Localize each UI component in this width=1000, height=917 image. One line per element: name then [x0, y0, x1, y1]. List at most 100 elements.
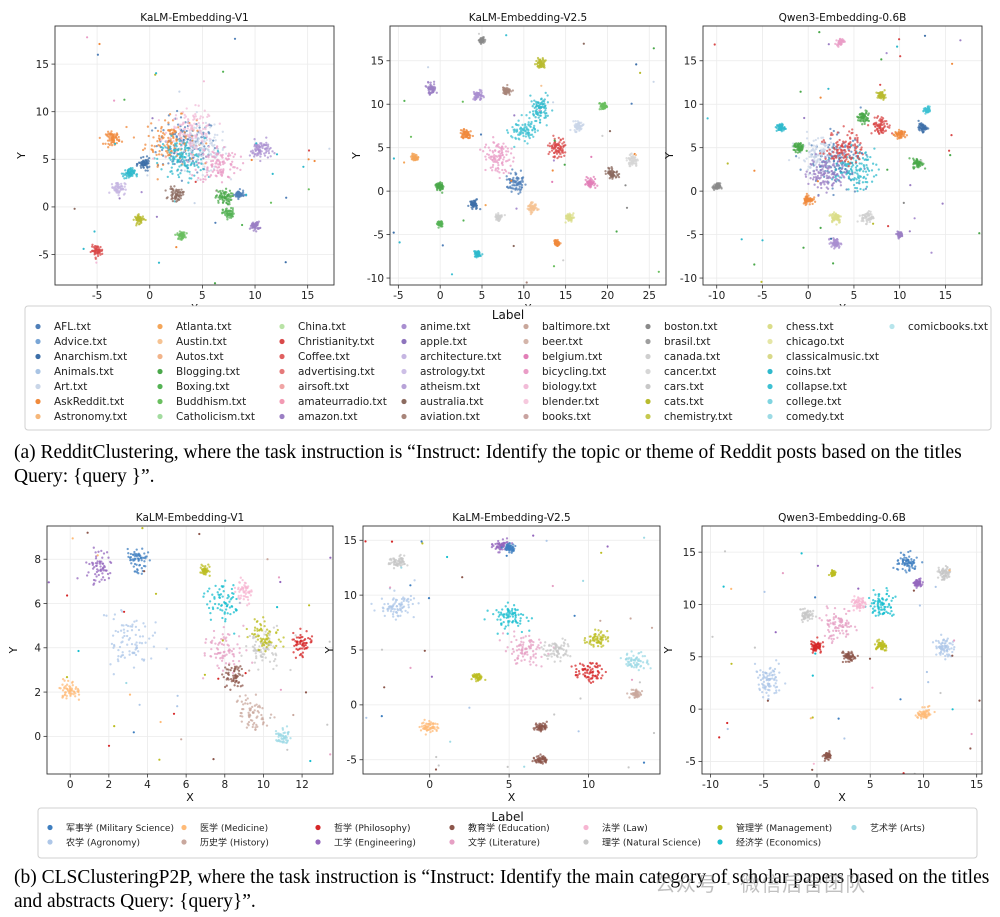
scatter-point [780, 124, 783, 127]
scatter-point [135, 162, 139, 166]
scatter-point [533, 63, 537, 66]
scatter-point [820, 174, 823, 177]
scatter-point [524, 123, 527, 126]
scatter-point [193, 122, 196, 125]
scatter-point [182, 138, 185, 141]
scatter-point [160, 125, 163, 129]
scatter-point [235, 191, 238, 195]
scatter-point [608, 130, 612, 133]
scatter-point [440, 220, 443, 223]
scatter-point [844, 168, 847, 171]
scatter-point [213, 282, 217, 285]
scatter-point [176, 123, 180, 126]
scatter-points [73, 36, 331, 285]
scatter-point [213, 133, 217, 136]
scatter-point [507, 186, 510, 190]
scatter-point [500, 145, 504, 148]
scatter-point [166, 143, 169, 146]
scatter-point [863, 167, 866, 170]
scatter-point [912, 159, 916, 162]
scatter-point [927, 105, 930, 108]
scatter-point [858, 214, 861, 217]
scatter-point [876, 96, 879, 99]
scatter-point [553, 139, 556, 142]
scatter-point [237, 196, 240, 199]
scatter-point [182, 122, 185, 125]
scatter-point [855, 134, 858, 137]
scatter-point [918, 129, 921, 132]
scatter-point [489, 155, 493, 158]
scatter-point [139, 164, 142, 167]
y-tick-label: -5 [374, 229, 384, 241]
scatter-point [156, 140, 159, 143]
scatter-point [221, 156, 224, 159]
subplot-title: KaLM-Embedding-V2.5 [469, 12, 587, 24]
scatter-point [538, 60, 541, 63]
scatter-point [819, 226, 822, 229]
scatter-point [529, 125, 532, 128]
scatter-point [210, 163, 213, 166]
scatter-point [794, 150, 797, 154]
scatter-point [848, 173, 852, 176]
scatter-point [195, 110, 198, 114]
scatter-point [472, 90, 476, 94]
scatter-point [652, 80, 655, 83]
scatter-point [181, 110, 185, 114]
scatter-point [475, 198, 478, 201]
scatter-point [851, 164, 855, 167]
scatter-point [504, 160, 508, 163]
scatter-point [204, 127, 207, 131]
scatter-point [461, 133, 464, 136]
scatter-point [223, 212, 227, 215]
scatter-point [657, 270, 660, 273]
scatter-point [228, 203, 231, 206]
scatter-point [197, 140, 200, 143]
scatter-point [171, 131, 174, 134]
scatter-point [156, 157, 159, 161]
scatter-point [557, 136, 560, 140]
scatter-point [108, 143, 111, 147]
scatter-point [589, 177, 592, 180]
scatter-point [489, 166, 492, 169]
scatter-point [175, 246, 178, 249]
scatter-point [172, 118, 176, 121]
legend-marker [279, 383, 285, 390]
scatter-point [505, 150, 508, 153]
scatter-point [726, 162, 729, 165]
scatter-point [202, 177, 205, 181]
scatter-point [877, 168, 880, 171]
scatter-point [110, 130, 113, 133]
scatter-point [227, 155, 230, 158]
scatter-point [544, 59, 547, 62]
scatter-point [553, 146, 557, 149]
scatter-point [183, 169, 187, 172]
scatter-point [483, 146, 487, 149]
scatter-point [835, 223, 838, 226]
scatter-point [840, 159, 843, 162]
scatter-point [520, 113, 523, 117]
scatter-point [221, 139, 224, 142]
scatter-point [164, 189, 167, 192]
scatter-point [227, 175, 230, 179]
scatter-point [188, 121, 191, 125]
scatter-point [855, 145, 859, 149]
scatter-point [515, 130, 518, 133]
scatter-point [542, 100, 546, 103]
scatter-point [223, 195, 226, 198]
scatter-point [753, 263, 756, 266]
scatter-point [459, 131, 462, 135]
scatter-point [201, 174, 204, 177]
scatter-point [560, 155, 563, 159]
scatter-point [166, 154, 170, 157]
scatter-point [181, 160, 184, 164]
scatter-point [231, 207, 234, 210]
scatter-point [191, 141, 194, 144]
scatter-point [197, 166, 200, 169]
scatter-point [917, 166, 920, 169]
scatter-point [951, 62, 954, 65]
scatter-point [192, 140, 196, 143]
scatter-point [923, 34, 927, 37]
scatter-point [828, 143, 831, 147]
scatter-point [714, 185, 718, 188]
scatter-point [861, 216, 864, 220]
